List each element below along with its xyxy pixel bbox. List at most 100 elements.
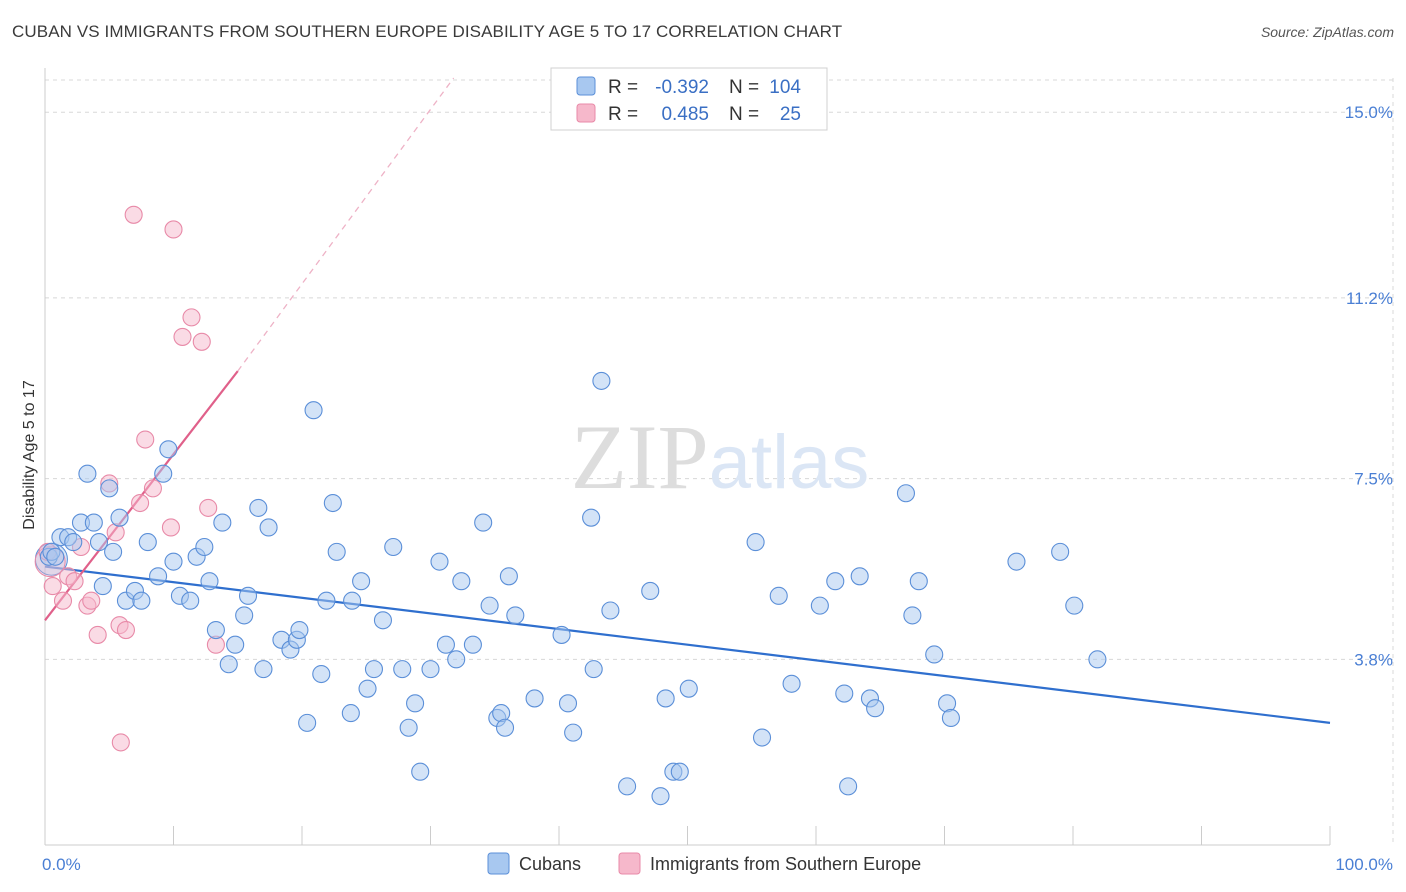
data-points: [34, 205, 1107, 806]
point-cubans: [752, 728, 772, 747]
point-cubans: [64, 533, 83, 552]
point-cubans: [206, 620, 225, 640]
point-cubans: [452, 572, 471, 591]
point-cubans: [104, 542, 123, 561]
point-cubans: [84, 513, 103, 532]
series-legend-label-immigrants: Immigrants from Southern Europe: [650, 854, 921, 874]
point-immigrants: [82, 591, 101, 610]
point-cubans: [399, 718, 418, 737]
point-cubans: [341, 704, 360, 723]
point-cubans: [219, 655, 238, 674]
point-cubans: [618, 777, 637, 796]
stats-legend-swatch-immigrants: [576, 103, 596, 123]
point-cubans: [474, 513, 493, 532]
point-immigrants: [88, 625, 107, 644]
series-legend-label-cubans: Cubans: [519, 854, 581, 874]
point-immigrants: [53, 591, 73, 610]
point-cubans: [582, 508, 601, 527]
point-cubans: [839, 777, 858, 796]
point-cubans: [941, 708, 960, 728]
point-cubans: [132, 591, 151, 610]
point-cubans: [304, 401, 323, 420]
watermark: ZIPatlas: [571, 406, 870, 508]
point-cubans: [393, 660, 412, 679]
point-cubans: [384, 537, 403, 557]
y-tick-label: 7.5%: [1354, 470, 1393, 489]
y-tick-label: 15.0%: [1345, 103, 1393, 122]
point-cubans: [1088, 650, 1107, 669]
point-cubans: [1065, 596, 1084, 615]
x-tick-label-min: 0.0%: [42, 855, 81, 874]
point-cubans: [181, 591, 200, 610]
point-cubans: [495, 718, 515, 737]
point-cubans: [138, 533, 157, 552]
point-cubans: [290, 620, 309, 640]
point-immigrants: [164, 220, 183, 239]
point-cubans: [78, 464, 97, 483]
point-cubans: [110, 508, 129, 527]
point-cubans: [679, 679, 698, 698]
point-cubans: [1007, 552, 1026, 571]
point-cubans: [525, 689, 544, 708]
point-cubans: [254, 660, 273, 679]
point-cubans: [259, 518, 278, 537]
point-cubans: [826, 572, 845, 591]
point-cubans: [364, 660, 384, 679]
stats-legend-r-value-2: 0.485: [661, 104, 709, 125]
series-legend: Cubans Immigrants from Southern Europe: [487, 852, 921, 875]
x-tick-label-max: 100.0%: [1335, 855, 1393, 874]
point-immigrants: [43, 577, 62, 596]
point-cubans: [896, 484, 916, 503]
watermark-atlas: atlas: [709, 420, 870, 505]
point-cubans: [312, 664, 331, 684]
point-cubans: [213, 513, 232, 532]
stats-legend: R = -0.392 N = 104 R = 0.485 N = 25: [550, 67, 828, 131]
point-immigrants: [124, 205, 143, 224]
point-cubans: [835, 684, 854, 703]
point-cubans: [499, 567, 518, 586]
point-cubans: [430, 552, 449, 571]
trend-line-immigrants-extension: [237, 77, 455, 372]
trend-line-cubans: [44, 565, 1331, 724]
point-immigrants: [136, 430, 155, 449]
point-cubans: [421, 660, 440, 679]
point-cubans: [656, 689, 675, 708]
point-cubans: [226, 635, 245, 654]
series-legend-swatch-cubans: [487, 852, 510, 875]
point-immigrants: [143, 479, 162, 498]
point-cubans: [358, 679, 377, 698]
watermark-zip: ZIP: [571, 406, 709, 508]
chart-source: Source: ZipAtlas.com: [1260, 24, 1394, 40]
point-cubans: [447, 650, 466, 669]
point-cubans: [641, 581, 660, 601]
point-cubans: [235, 606, 254, 625]
point-cubans: [769, 586, 788, 605]
y-tick-label: 11.2%: [1346, 289, 1393, 308]
point-cubans: [149, 567, 168, 586]
point-cubans: [909, 572, 928, 591]
point-immigrants: [199, 498, 218, 517]
point-cubans: [1051, 542, 1070, 561]
point-cubans: [89, 533, 109, 552]
point-cubans: [195, 537, 214, 557]
point-cubans: [746, 533, 765, 552]
point-cubans: [298, 713, 317, 732]
point-cubans: [558, 694, 578, 713]
point-immigrants: [111, 733, 130, 752]
point-cubans: [480, 596, 499, 615]
point-cubans: [238, 586, 258, 605]
point-cubans: [463, 635, 482, 654]
point-cubans: [200, 572, 219, 591]
y-tick-label: 3.8%: [1354, 650, 1393, 669]
point-cubans: [651, 787, 670, 806]
stats-legend-n-value-2: 25: [780, 104, 801, 125]
point-cubans: [810, 596, 829, 615]
point-cubans: [323, 493, 342, 513]
stats-legend-n-label-2: N =: [729, 104, 759, 125]
point-cubans: [164, 552, 183, 571]
point-cubans: [352, 572, 371, 591]
point-immigrants: [131, 493, 150, 513]
point-cubans: [850, 567, 869, 586]
axes: [44, 68, 1331, 846]
